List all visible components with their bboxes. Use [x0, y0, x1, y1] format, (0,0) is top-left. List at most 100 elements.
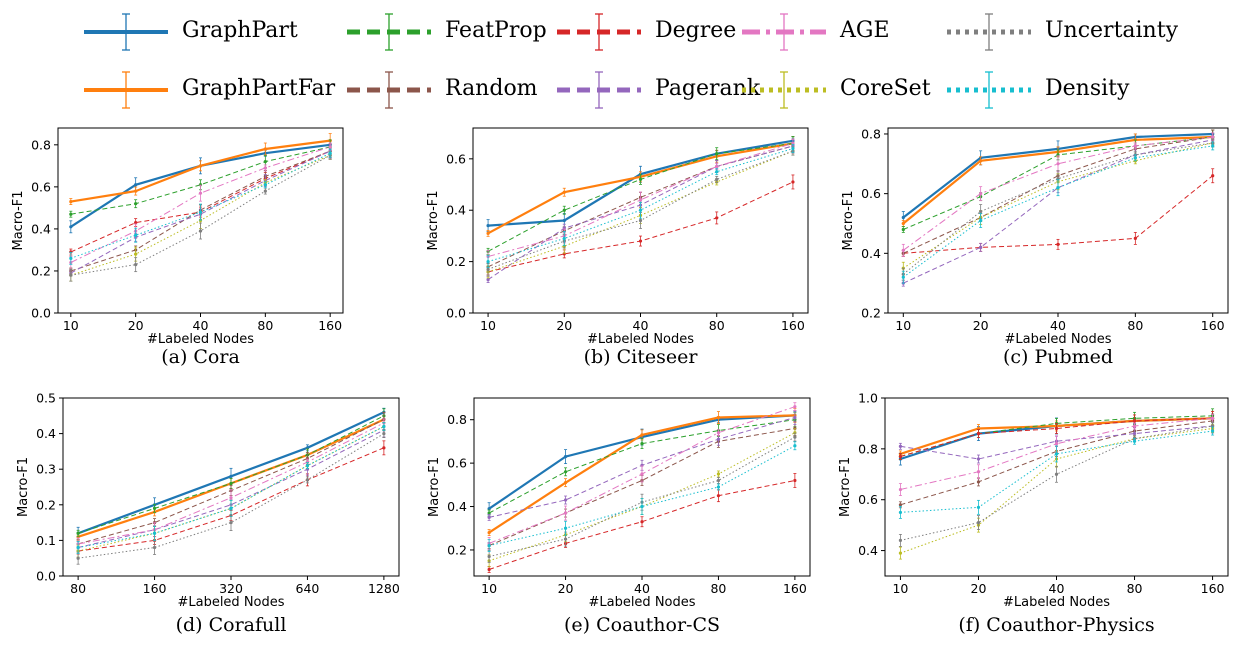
y-tick-label: 0.6	[447, 456, 467, 471]
data-point-density	[715, 168, 719, 176]
chart-coauthor-cs: 10 20 40 80 160 0.2 0.4 0.6 0.8 #Labeled Nodes Mac…	[412, 390, 822, 619]
series-line-pagerank	[900, 425, 1213, 460]
y-tick-label: 0.4	[31, 221, 51, 236]
y-tick-label: 0.6	[446, 151, 466, 166]
data-point-age	[716, 429, 721, 437]
caption-coauthor-physics: (f) Coauthor-Physics	[958, 614, 1155, 636]
data-point-graphpartfar	[263, 142, 267, 156]
series-line-density	[78, 426, 385, 548]
data-point-density	[229, 499, 233, 517]
data-point-age	[979, 186, 983, 202]
series-line-pagerank	[70, 150, 331, 274]
series-line-density	[900, 430, 1213, 513]
data-point-graphpartfar	[979, 156, 983, 166]
y-tick-label: 0.8	[31, 137, 51, 152]
x-tick-label: 160	[143, 581, 167, 596]
data-point-featprop	[901, 226, 905, 233]
data-point-degree	[715, 211, 719, 225]
x-tick-label: 40	[193, 318, 209, 333]
data-point-age	[563, 505, 568, 521]
data-point-degree	[1056, 238, 1060, 250]
data-point-uncertainty	[563, 531, 568, 547]
data-point-age	[976, 464, 981, 480]
caption-corafull: (d) Corafull	[175, 614, 287, 636]
data-point-coreset	[716, 470, 721, 478]
data-point-featprop	[715, 147, 719, 161]
data-point-age	[793, 402, 797, 412]
legend-label: CoreSet	[840, 76, 931, 101]
data-point-uncertainty	[715, 175, 719, 183]
x-tick-label: 10	[481, 581, 497, 596]
data-point-graphpartfar	[198, 160, 203, 172]
data-point-density	[305, 462, 310, 470]
data-point-uncertainty	[134, 257, 138, 273]
y-tick-label: 0.6	[861, 186, 881, 201]
data-point-density	[263, 181, 267, 189]
y-axis-label: Macro-F1	[841, 190, 856, 250]
data-point-density	[640, 498, 644, 515]
y-tick-label: 0.8	[861, 126, 881, 141]
data-point-density	[898, 506, 903, 519]
data-point-age	[898, 483, 903, 496]
y-tick-label: 0.2	[446, 254, 466, 269]
data-point-degree	[638, 235, 643, 247]
series-line-pagerank	[77, 429, 385, 548]
legend-label: GraphPart	[182, 18, 298, 43]
caption-coauthor-cs: (e) Coauthor-CS	[563, 614, 721, 636]
data-point-uncertainty	[69, 268, 73, 282]
x-tick-label: 640	[296, 581, 320, 596]
data-point-density	[716, 483, 721, 491]
data-point-graphpartfar	[716, 411, 721, 424]
data-point-featprop	[562, 205, 566, 215]
figure-legend: GraphPart FeatProp Degree AGE Uncertainty Gra…	[0, 0, 1239, 112]
legend-label: AGE	[840, 18, 890, 43]
data-point-featprop	[134, 199, 138, 209]
data-point-age	[640, 465, 644, 483]
data-point-pagerank	[979, 242, 983, 252]
legend-label: Degree	[655, 18, 737, 43]
x-tick-label: 20	[556, 318, 572, 333]
data-point-degree	[382, 440, 386, 456]
y-tick-label: 0.6	[858, 492, 878, 507]
data-point-uncertainty	[382, 429, 386, 438]
legend-label: FeatProp	[445, 18, 547, 43]
data-point-density	[979, 213, 983, 228]
series-line-degree	[78, 447, 385, 552]
data-point-degree	[640, 516, 644, 528]
y-tick-label: 1.0	[858, 391, 878, 406]
chart-coauthor-physics: 10 20 40 80 160 0.4 0.6 0.8 1.0 #Labeled Nodes Mac…	[822, 390, 1232, 619]
y-tick-label: 0.4	[36, 426, 56, 441]
y-tick-label: 0.1	[36, 533, 56, 548]
series-line-age	[70, 146, 331, 263]
data-point-featprop	[640, 438, 644, 449]
data-point-featprop	[152, 503, 157, 513]
chart-corafull: 80 160 320 640 1280 0.0 0.1 0.2 0.3 0.4 0.5 #Labele…	[0, 390, 410, 619]
series-line-density	[488, 445, 796, 547]
data-point-featprop	[76, 529, 80, 537]
data-point-pagerank	[563, 495, 568, 505]
data-point-pagerank	[487, 513, 491, 521]
y-tick-label: 0.2	[31, 263, 51, 278]
data-point-degree	[1054, 423, 1059, 434]
x-tick-label: 40	[1049, 581, 1065, 596]
data-point-uncertainty	[1054, 465, 1059, 483]
data-point-age	[263, 164, 267, 172]
data-point-uncertainty	[898, 533, 903, 547]
data-point-degree	[716, 489, 721, 503]
x-tick-label: 160	[1201, 318, 1225, 333]
data-point-density	[152, 525, 157, 541]
x-tick-label: 160	[318, 318, 342, 333]
data-point-graphpartfar	[486, 229, 490, 237]
y-tick-label: 0.4	[858, 543, 878, 558]
legend-label: Uncertainty	[1045, 18, 1178, 43]
data-point-featprop	[69, 210, 73, 218]
data-point-degree	[976, 429, 981, 438]
x-tick-label: 160	[781, 318, 805, 333]
data-point-density	[901, 270, 905, 284]
data-point-graphpartfar	[563, 478, 568, 488]
data-point-graphpartfar	[134, 186, 138, 196]
data-point-density	[563, 520, 568, 536]
x-tick-label: 160	[783, 581, 807, 596]
data-point-density	[328, 148, 332, 158]
x-axis-label: #Labeled Nodes	[1004, 332, 1111, 347]
